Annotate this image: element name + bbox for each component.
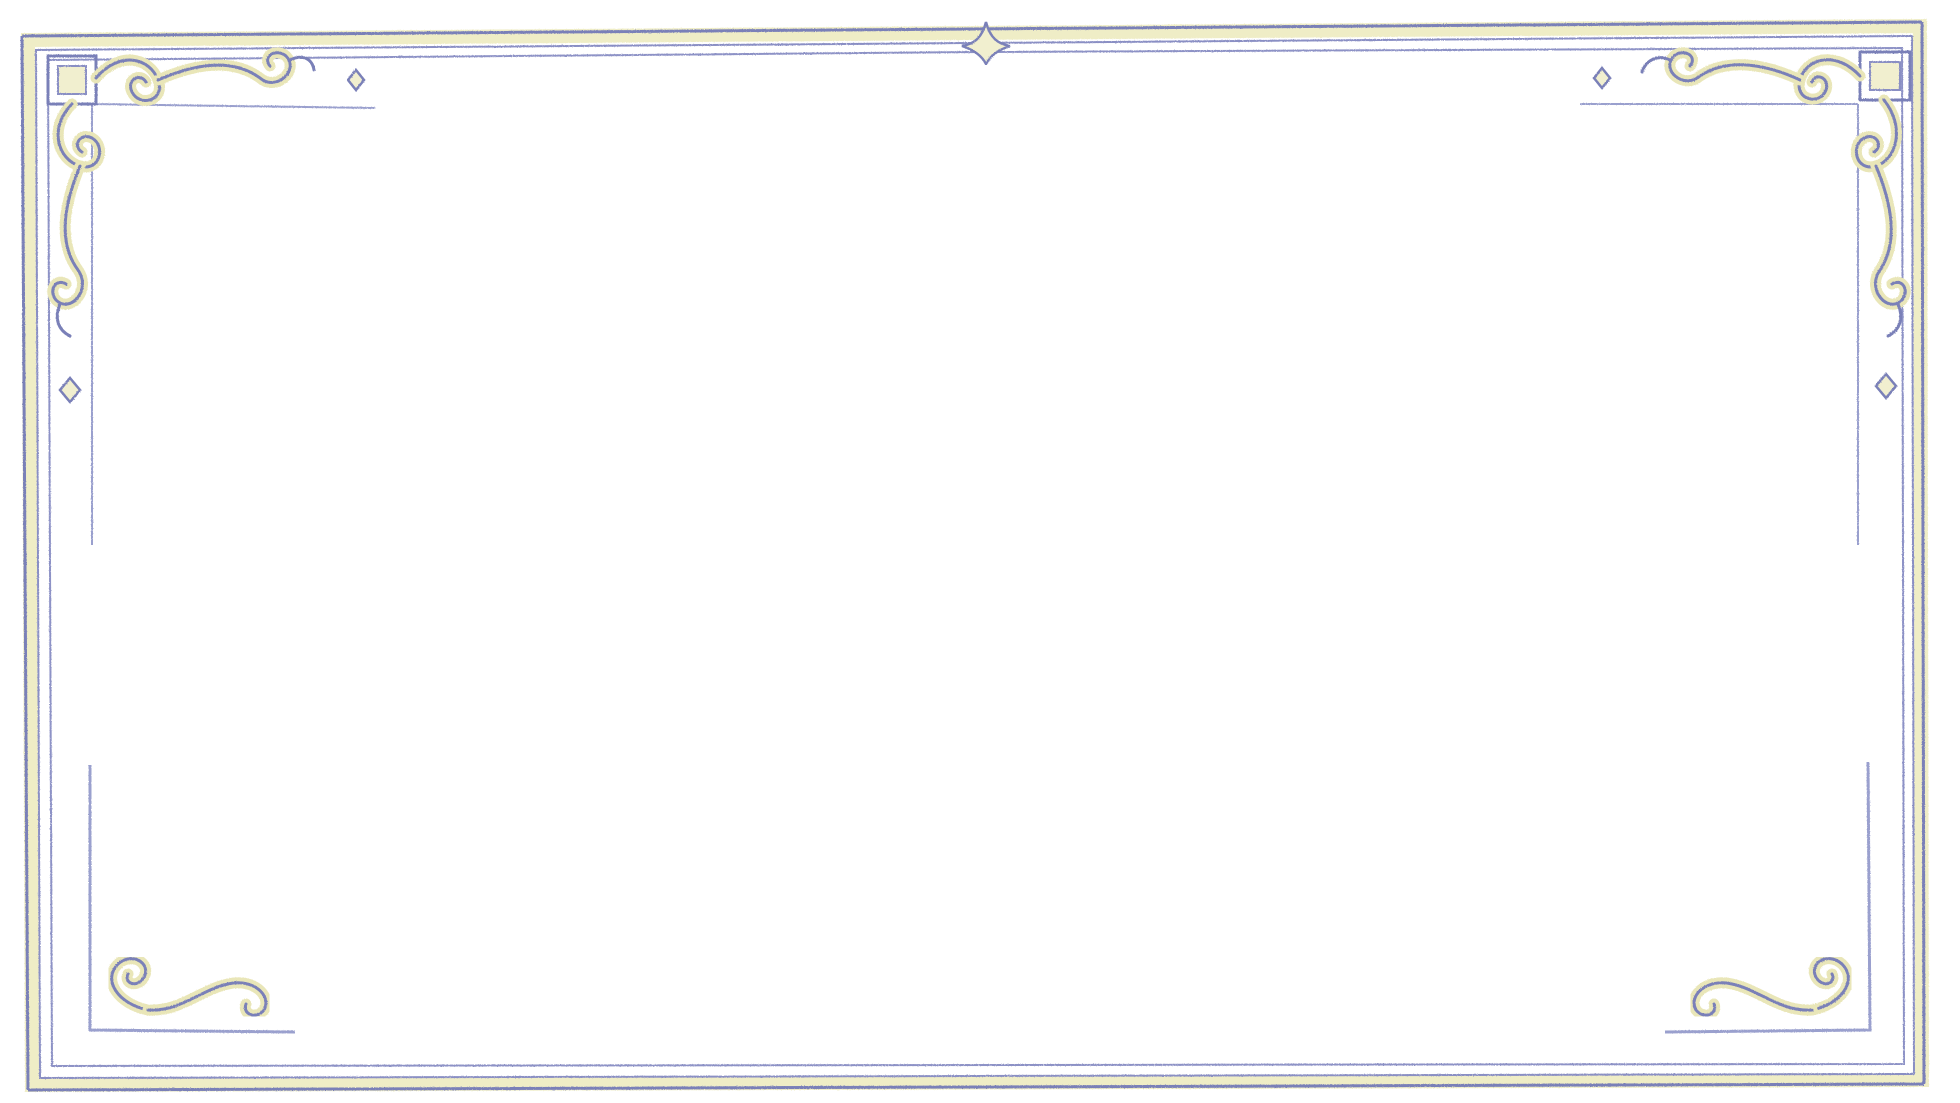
corner-scroll-top-right [1640,47,1912,338]
inner-border [46,46,1906,1068]
sparkle-top-right-icon [1592,65,1612,91]
sparkle-diamonds [58,65,1898,404]
outer-border [20,18,1930,1093]
corner-scroll-top-left [46,47,316,338]
sparkle-right-icon [1874,372,1898,400]
top-center-diamond [961,21,1011,67]
corner-scroll-bottom-left [106,953,272,1021]
corner-scroll-bottom-right [1688,953,1854,1021]
sparkle-left-icon [58,376,82,404]
sparkle-top-left-icon [346,67,366,93]
